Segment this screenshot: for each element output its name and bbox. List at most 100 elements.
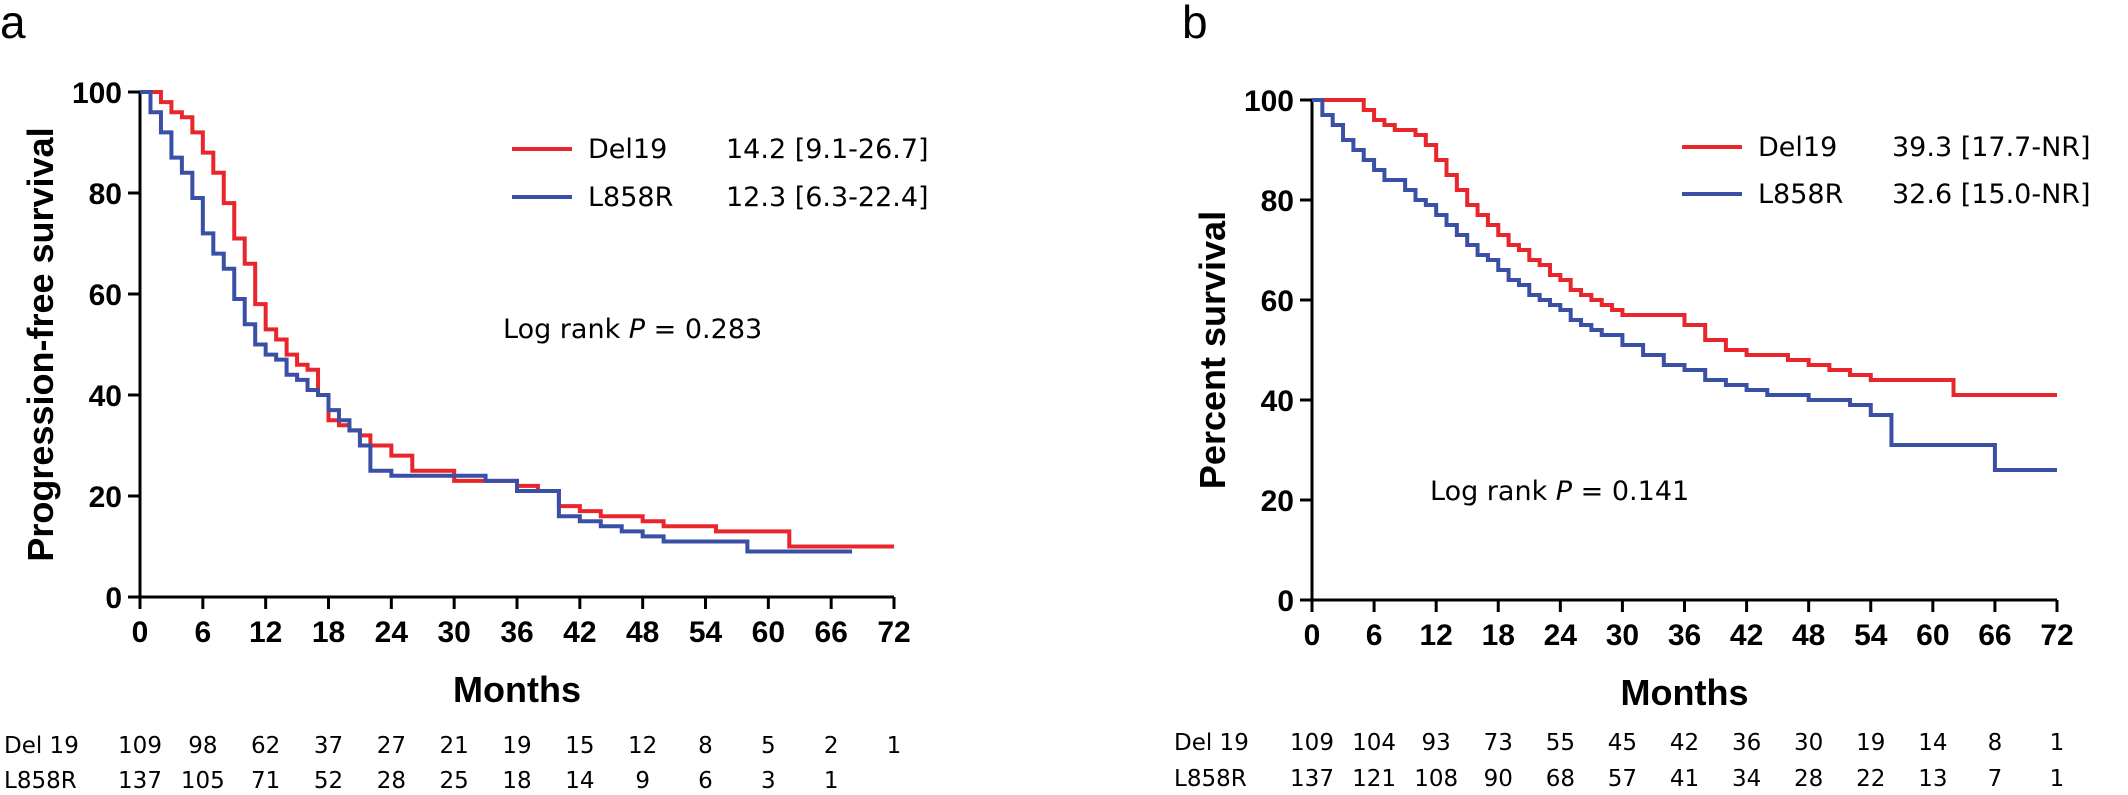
legend-value: 32.6 [15.0-NR] bbox=[1892, 179, 2091, 210]
x-tick-label: 42 bbox=[563, 616, 596, 649]
log-rank-annotation: Log rank P = 0.141 bbox=[1430, 476, 1689, 507]
x-axis-title: Months bbox=[453, 669, 581, 710]
x-tick-label: 48 bbox=[626, 616, 659, 649]
y-tick-label: 0 bbox=[1277, 585, 1294, 618]
risk-value: 42 bbox=[1670, 730, 1699, 756]
risk-value: 25 bbox=[440, 768, 469, 794]
risk-value: 90 bbox=[1484, 766, 1513, 792]
risk-value: 27 bbox=[377, 733, 406, 759]
risk-row-label: L858R bbox=[1174, 766, 1247, 792]
y-axis-title: Percent survival bbox=[1192, 211, 1233, 489]
risk-value: 5 bbox=[761, 733, 776, 759]
risk-row-label: Del 19 bbox=[4, 733, 79, 759]
legend-value: 14.2 [9.1-26.7] bbox=[726, 134, 929, 165]
risk-value: 1 bbox=[2050, 766, 2065, 792]
x-tick-label: 42 bbox=[1730, 619, 1763, 652]
panel-letter: b bbox=[1182, 0, 1208, 48]
risk-value: 121 bbox=[1352, 766, 1396, 792]
risk-value: 14 bbox=[565, 768, 594, 794]
y-tick-label: 20 bbox=[1261, 485, 1294, 518]
risk-value: 109 bbox=[118, 733, 162, 759]
annotation-prefix: Log rank bbox=[1430, 476, 1556, 507]
x-tick-label: 24 bbox=[375, 616, 409, 649]
risk-value: 28 bbox=[1794, 766, 1823, 792]
risk-value: 8 bbox=[1988, 730, 2003, 756]
risk-value: 93 bbox=[1422, 730, 1451, 756]
risk-value: 68 bbox=[1546, 766, 1575, 792]
risk-value: 73 bbox=[1484, 730, 1513, 756]
risk-value: 1 bbox=[824, 768, 839, 794]
annotation-p: P bbox=[629, 314, 646, 345]
annotation-prefix: Log rank bbox=[503, 314, 629, 345]
risk-value: 18 bbox=[502, 768, 531, 794]
y-tick-label: 100 bbox=[1244, 85, 1294, 118]
x-tick-label: 36 bbox=[500, 616, 533, 649]
legend-value: 12.3 [6.3-22.4] bbox=[726, 182, 929, 213]
y-tick-label: 40 bbox=[89, 380, 122, 413]
risk-value: 45 bbox=[1608, 730, 1637, 756]
risk-value: 37 bbox=[314, 733, 343, 759]
survival-curve-l858r bbox=[1312, 98, 2057, 472]
survival-curve-del19 bbox=[1312, 98, 2057, 397]
x-tick-label: 0 bbox=[1304, 619, 1321, 652]
risk-value: 108 bbox=[1414, 766, 1458, 792]
risk-row-label: L858R bbox=[4, 768, 77, 794]
panel-letter: a bbox=[0, 0, 26, 48]
risk-value: 15 bbox=[565, 733, 594, 759]
x-tick-label: 66 bbox=[1978, 619, 2011, 652]
x-tick-label: 60 bbox=[1916, 619, 1949, 652]
risk-value: 7 bbox=[1988, 766, 2003, 792]
x-tick-label: 18 bbox=[312, 616, 345, 649]
risk-value: 8 bbox=[698, 733, 713, 759]
annotation-suffix: = 0.283 bbox=[645, 314, 762, 345]
y-tick-label: 100 bbox=[72, 77, 122, 110]
x-tick-label: 60 bbox=[752, 616, 785, 649]
risk-value: 109 bbox=[1290, 730, 1334, 756]
x-tick-label: 36 bbox=[1668, 619, 1701, 652]
x-tick-label: 30 bbox=[1606, 619, 1639, 652]
x-tick-label: 12 bbox=[249, 616, 282, 649]
risk-value: 137 bbox=[118, 768, 162, 794]
x-axis-title: Months bbox=[1621, 672, 1749, 713]
x-tick-label: 24 bbox=[1544, 619, 1578, 652]
x-tick-label: 54 bbox=[689, 616, 723, 649]
y-tick-label: 80 bbox=[89, 178, 122, 211]
y-tick-label: 20 bbox=[89, 481, 122, 514]
legend-label: L858R bbox=[588, 182, 673, 213]
risk-value: 1 bbox=[887, 733, 902, 759]
log-rank-annotation: Log rank P = 0.283 bbox=[503, 314, 762, 345]
x-tick-label: 6 bbox=[194, 616, 211, 649]
risk-value: 104 bbox=[1352, 730, 1396, 756]
x-tick-label: 0 bbox=[132, 616, 149, 649]
y-tick-label: 60 bbox=[89, 279, 122, 312]
risk-value: 13 bbox=[1918, 766, 1947, 792]
annotation-p: P bbox=[1556, 476, 1573, 507]
risk-value: 22 bbox=[1856, 766, 1885, 792]
y-axis-title: Progression-free survival bbox=[20, 127, 61, 561]
risk-value: 9 bbox=[635, 768, 650, 794]
risk-value: 41 bbox=[1670, 766, 1699, 792]
x-tick-label: 54 bbox=[1854, 619, 1888, 652]
annotation-suffix: = 0.141 bbox=[1572, 476, 1689, 507]
x-tick-label: 72 bbox=[2040, 619, 2073, 652]
risk-value: 55 bbox=[1546, 730, 1575, 756]
x-tick-label: 72 bbox=[877, 616, 910, 649]
y-tick-label: 40 bbox=[1261, 385, 1294, 418]
risk-value: 34 bbox=[1732, 766, 1761, 792]
legend-value: 39.3 [17.7-NR] bbox=[1892, 132, 2091, 163]
risk-value: 52 bbox=[314, 768, 343, 794]
legend-label: L858R bbox=[1758, 179, 1843, 210]
survival-curve-del19 bbox=[140, 90, 894, 549]
risk-value: 28 bbox=[377, 768, 406, 794]
risk-value: 98 bbox=[188, 733, 217, 759]
x-tick-label: 18 bbox=[1482, 619, 1515, 652]
risk-value: 6 bbox=[698, 768, 713, 794]
risk-row-label: Del 19 bbox=[1174, 730, 1249, 756]
risk-value: 3 bbox=[761, 768, 776, 794]
risk-value: 36 bbox=[1732, 730, 1761, 756]
y-tick-label: 0 bbox=[105, 582, 122, 615]
panel-a: a0 6 12 18 24 30 36 42 48 54 60 66 72020406080100Mon… bbox=[0, 0, 929, 794]
y-tick-label: 60 bbox=[1261, 285, 1294, 318]
risk-value: 57 bbox=[1608, 766, 1637, 792]
